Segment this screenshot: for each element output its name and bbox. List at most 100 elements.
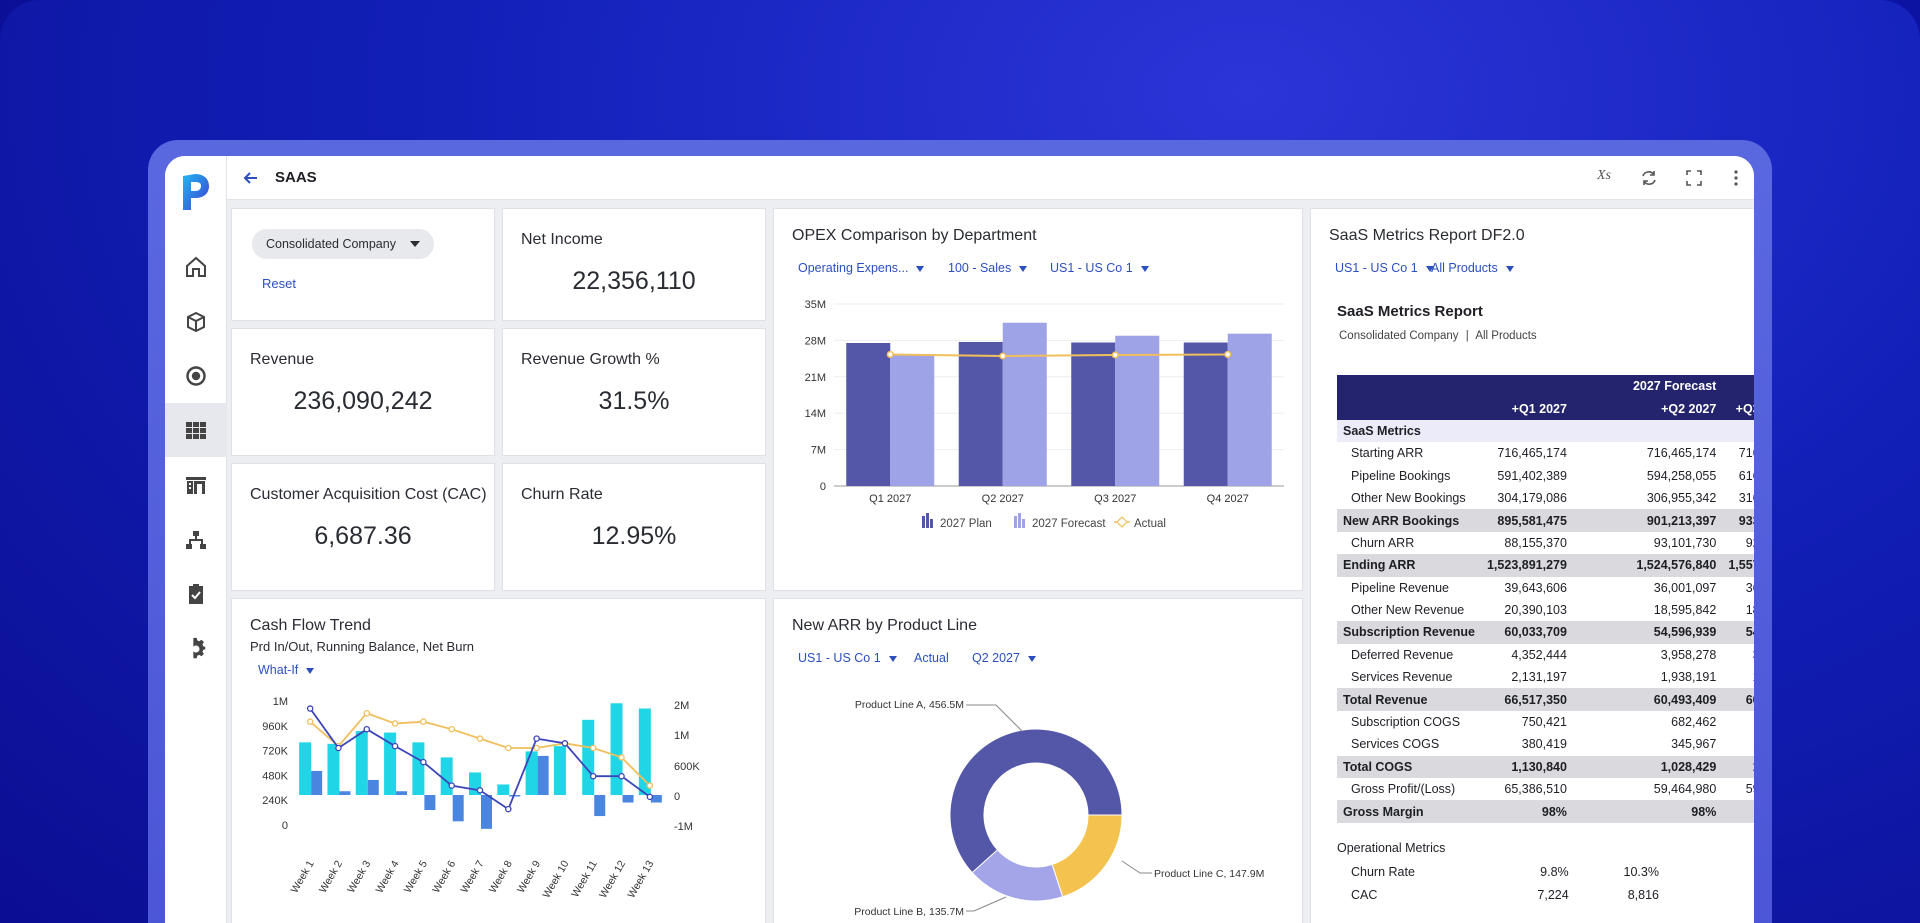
header-cell	[1337, 397, 1481, 420]
legend-label: 2027 Plan	[940, 518, 992, 530]
chevron-down-icon	[1027, 655, 1036, 662]
bar-out	[424, 795, 436, 811]
column-header[interactable]: +Q2 2027	[1572, 397, 1723, 420]
cell-value: 682,462	[1671, 715, 1717, 730]
table-row[interactable]: Services Revenue 2,131,197 1,938,191 1,9	[1337, 666, 1754, 688]
row-label: Services Revenue	[1351, 670, 1453, 685]
cell-value: 20,390,103	[1504, 603, 1567, 618]
cell-value: 9.8%	[1540, 865, 1569, 880]
net-burn-point	[476, 787, 484, 794]
table-row[interactable]: Gross Profit/(Loss) 65,386,510 59,464,980 5…	[1337, 778, 1754, 800]
report-product-filter[interactable]: All Products	[1431, 261, 1514, 275]
running-balance-point	[448, 725, 455, 733]
opex-department-filter[interactable]: 100 - Sales	[948, 261, 1028, 275]
variable-icon[interactable]: Xs	[1597, 168, 1611, 183]
chevron-down-icon	[916, 265, 925, 272]
cell-value: 59,464,980	[1653, 782, 1717, 797]
kpi-label: Customer Acquisition Cost (CAC)	[250, 486, 487, 503]
table-row[interactable]: Ending ARR 1,523,891,279 1,524,576,840 1,55…	[1337, 554, 1754, 577]
table-row[interactable]: Services COGS 380,419 345,967 3	[1337, 733, 1754, 755]
whatif-filter[interactable]: What-If	[258, 663, 315, 677]
cell-value: 60,033,709	[1480, 621, 1573, 644]
back-arrow-icon[interactable]	[241, 168, 261, 188]
row-label: SaaS Metrics	[1337, 419, 1481, 443]
panel-title: OPEX Comparison by Department	[792, 227, 1037, 244]
company-dropdown[interactable]: Consolidated Company	[252, 229, 434, 259]
legend-label: Actual	[1134, 518, 1166, 530]
arr-period-filter[interactable]: Q2 2027	[972, 651, 1036, 665]
cell-value: 345,967	[1671, 737, 1717, 752]
actual-line	[890, 353, 1228, 358]
sidebar-item-reports[interactable]	[165, 458, 227, 512]
table-row[interactable]: Other New Bookings 304,179,086 306,955,342…	[1337, 487, 1754, 509]
y-tick-label: 35M	[805, 299, 826, 311]
x-tick-label: Q1 2027	[869, 493, 911, 505]
sidebar-item-targets[interactable]	[165, 349, 227, 403]
sidebar-item-models[interactable]	[165, 295, 227, 349]
bar-out	[367, 779, 379, 795]
cell-value: 98%	[1480, 800, 1573, 823]
fullscreen-icon[interactable]	[1684, 168, 1704, 188]
column-header[interactable]: +Q1 2027	[1480, 397, 1573, 420]
bar-plan	[846, 343, 891, 486]
report-entity-filter[interactable]: US1 - US Co 1	[1335, 261, 1434, 275]
table-row[interactable]: Pipeline Revenue 39,643,606 36,001,097 36,0	[1337, 577, 1754, 599]
bar-out	[594, 795, 606, 817]
more-vertical-icon[interactable]	[1726, 168, 1746, 188]
table-row[interactable]: Gross Margin 98% 98%	[1337, 800, 1754, 823]
sidebar	[165, 156, 227, 923]
cell-value: 7,224	[1537, 887, 1569, 902]
arr-scenario-filter[interactable]: Actual	[914, 651, 949, 665]
kpi-revenue-growth[interactable]: Revenue Growth % 31.5%	[502, 328, 766, 456]
sidebar-item-tasks[interactable]	[165, 567, 227, 621]
report-subtitle-company: Consolidated Company	[1339, 330, 1459, 342]
cell-value: 1,557,0	[1722, 554, 1754, 577]
kpi-churn-rate[interactable]: Churn Rate 12.95%	[502, 463, 766, 591]
table-row[interactable]: Other New Revenue 20,390,103 18,595,842 18,…	[1337, 599, 1754, 621]
table-row[interactable]: Subscription COGS 750,421 682,462 6	[1337, 711, 1754, 733]
sidebar-item-settings[interactable]	[165, 622, 227, 676]
table-row[interactable]: Deferred Revenue 4,352,444 3,958,278 3,9	[1337, 644, 1754, 666]
x-tick-label: Week 6	[430, 858, 458, 895]
bar-in	[440, 757, 453, 795]
table-row[interactable]: Churn Rate 9.8% 10.3%	[1337, 861, 1754, 883]
table-header-row: 2027 Forecast	[1337, 375, 1754, 398]
cube-icon	[187, 311, 205, 333]
kpi-revenue[interactable]: Revenue 236,090,242	[231, 328, 495, 456]
table-row[interactable]: CAC 7,224 8,816	[1337, 883, 1754, 905]
filter-label: What-If	[258, 663, 299, 677]
bar-forecast	[890, 354, 935, 486]
table-row[interactable]: Starting ARR 716,465,174 716,465,174 716,4	[1337, 442, 1754, 464]
cell-value: 3,9	[1722, 644, 1754, 666]
sidebar-item-dashboards[interactable]	[165, 403, 227, 457]
net-burn-point	[335, 744, 342, 752]
kpi-cac[interactable]: Customer Acquisition Cost (CAC) 6,687.36	[231, 463, 495, 591]
arr-entity-filter[interactable]: US1 - US Co 1	[798, 651, 897, 665]
bar-out	[509, 795, 521, 797]
sidebar-item-home[interactable]	[165, 240, 227, 294]
hierarchy-icon	[186, 531, 206, 549]
table-row[interactable]: New ARR Bookings 895,581,475 901,213,397 93…	[1337, 509, 1754, 532]
cell-value	[1665, 861, 1754, 883]
table-row[interactable]: SaaS Metrics	[1337, 419, 1754, 443]
opex-account-filter[interactable]: Operating Expens...	[798, 261, 925, 275]
bar-in	[412, 742, 425, 795]
table-row[interactable]: Subscription Revenue 60,033,709 54,596,939…	[1337, 621, 1754, 644]
legend-swatch	[930, 519, 933, 528]
row-label: Churn ARR	[1351, 535, 1415, 550]
table-row[interactable]: Churn ARR 88,155,370 93,101,730 92,5	[1337, 532, 1754, 554]
reset-link[interactable]: Reset	[262, 276, 296, 291]
kpi-net-income[interactable]: Net Income 22,356,110	[502, 208, 766, 321]
row-label: Ending ARR	[1337, 554, 1481, 577]
cell-value: 716,465,174	[1646, 446, 1717, 461]
logo-icon[interactable]	[179, 170, 211, 212]
cell-value	[1722, 800, 1754, 823]
cell-value: 93,101,730	[1653, 535, 1717, 550]
refresh-icon[interactable]	[1639, 168, 1659, 188]
opex-entity-filter[interactable]: US1 - US Co 1	[1050, 261, 1149, 275]
column-header[interactable]: +Q3 2	[1722, 397, 1754, 420]
sidebar-item-hierarchy[interactable]	[165, 513, 227, 567]
table-row[interactable]: Pipeline Bookings 591,402,389 594,258,055 6…	[1337, 465, 1754, 487]
